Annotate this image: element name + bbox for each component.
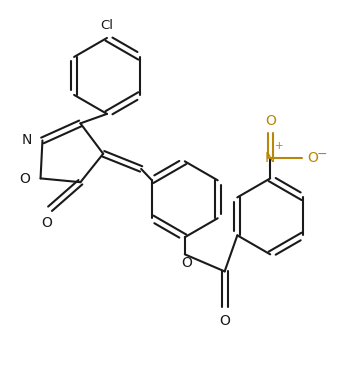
Text: O: O: [265, 114, 275, 128]
Text: Cl: Cl: [101, 19, 113, 32]
Text: O: O: [19, 172, 30, 186]
Text: O: O: [181, 256, 192, 270]
Text: −: −: [317, 148, 327, 161]
Text: O: O: [42, 216, 52, 230]
Text: O: O: [219, 314, 230, 328]
Text: N: N: [265, 151, 275, 164]
Text: N: N: [21, 133, 32, 147]
Text: O: O: [307, 151, 318, 164]
Text: +: +: [275, 141, 284, 151]
